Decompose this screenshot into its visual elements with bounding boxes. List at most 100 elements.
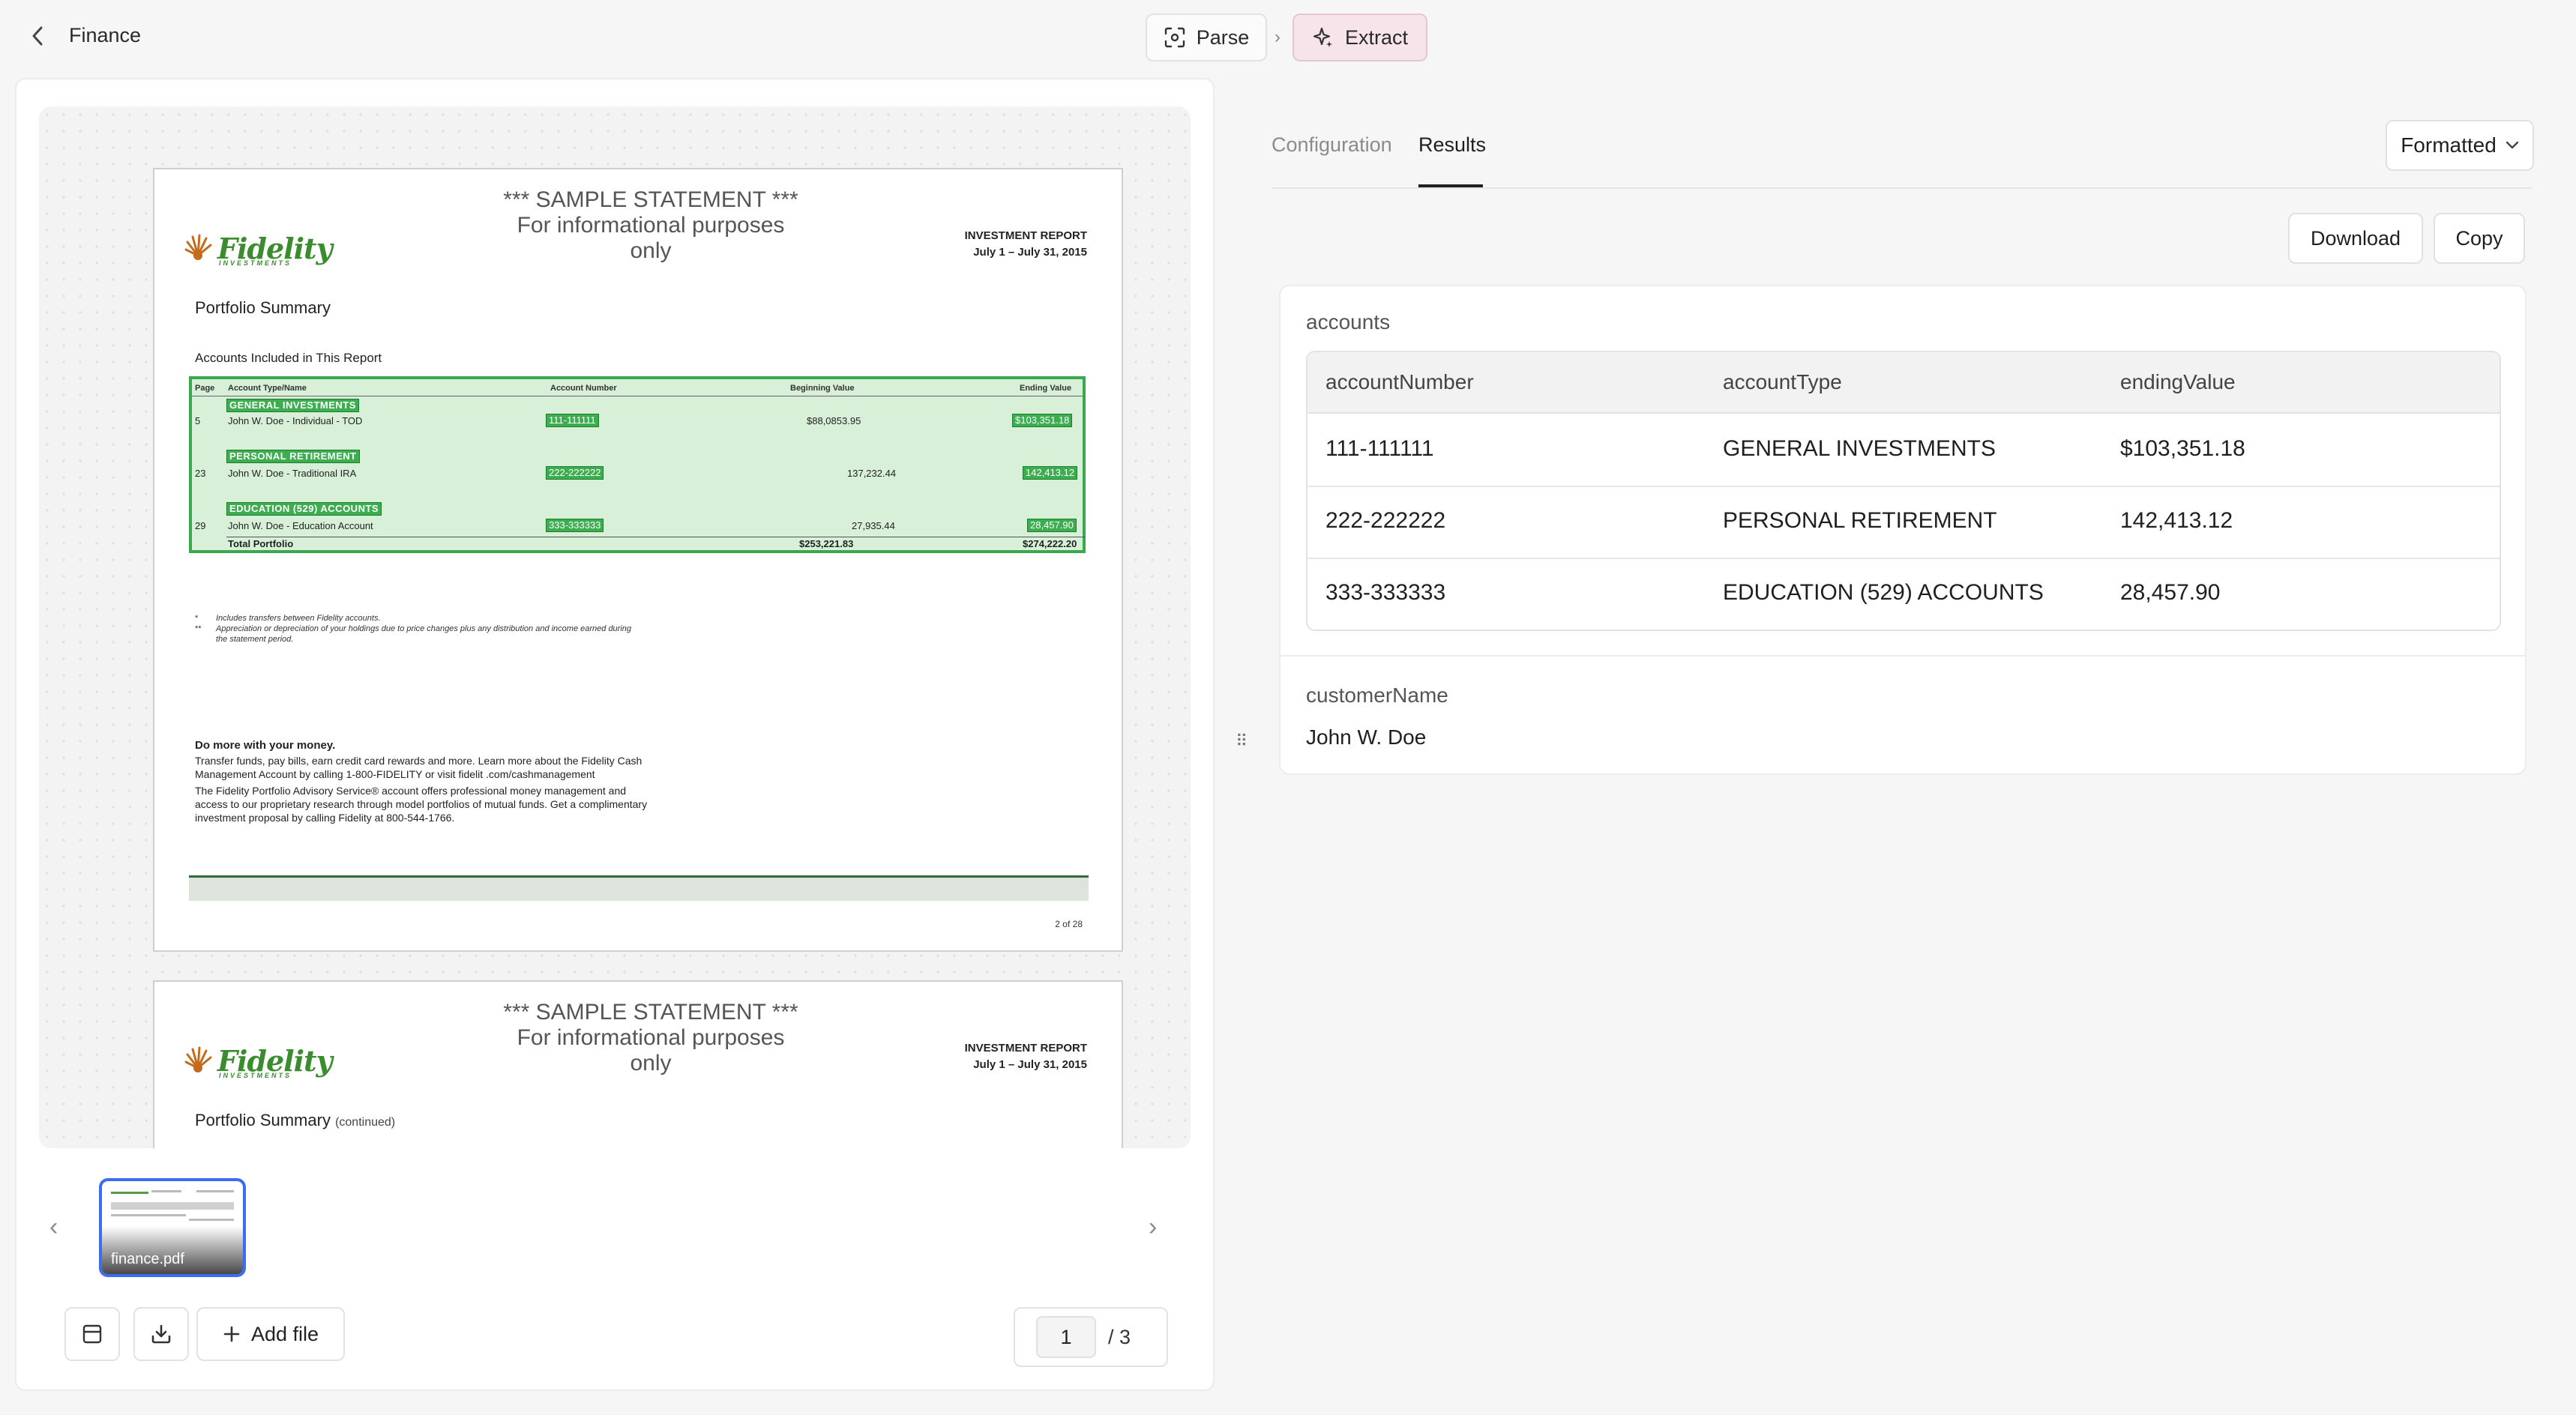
accounts-title: Accounts Included in This Report [195, 351, 382, 365]
column-header: accountType [1723, 370, 1842, 393]
table-row: 111-111111 GENERAL INVESTMENTS $103,351.… [1307, 415, 2500, 487]
footer-bar [189, 875, 1089, 901]
thumbnail-line [111, 1214, 186, 1216]
row-type-highlight: EDUCATION (529) ACCOUNTS [226, 502, 382, 516]
promo-paragraph-1: Transfer funds, pay bills, earn credit c… [195, 755, 643, 780]
chevron-down-icon [2506, 141, 2518, 149]
promo-block: Do more with your money. Transfer funds,… [195, 739, 660, 827]
row-end-highlight: 142,413.12 [1023, 466, 1078, 480]
document-page-2: *** SAMPLE STATEMENT *** For information… [153, 980, 1123, 1148]
footnote: ** Appreciation or depreciation of your … [195, 624, 636, 645]
cell-account-type: GENERAL INVESTMENTS [1723, 436, 1996, 461]
logo-subtext: INVESTMENTS [219, 259, 292, 267]
page-total: / 3 [1108, 1325, 1131, 1348]
footnote-text: Appreciation or depreciation of your hol… [216, 624, 632, 644]
report-period: July 1 – July 31, 2015 [973, 1058, 1087, 1071]
top-bar: Finance Parse › Extract [0, 0, 2576, 75]
row-number-highlight: 222-222222 [546, 466, 604, 480]
field-divider [1281, 655, 2525, 657]
row-end-highlight: 28,457.90 [1027, 519, 1077, 532]
panel-resize-handle[interactable]: ⠿ [1236, 731, 1248, 750]
row-name: John W. Doe - Traditional IRA [228, 468, 357, 479]
file-thumbnail[interactable]: finance.pdf [99, 1178, 246, 1277]
add-file-button[interactable]: Add file [196, 1307, 345, 1361]
total-end: $274,222.20 [1023, 538, 1077, 549]
row-page: 29 [195, 520, 206, 531]
row-page: 23 [195, 468, 206, 479]
table-header: accountNumber accountType endingValue [1307, 352, 2500, 414]
cell-account-type: EDUCATION (529) ACCOUNTS [1723, 580, 2044, 605]
layout-toggle-button[interactable] [64, 1307, 120, 1361]
download-icon [151, 1324, 171, 1344]
cell-account-number: 333-333333 [1325, 580, 1446, 605]
copy-results-button[interactable]: Copy [2434, 213, 2525, 264]
sample-line-2: For informational purposes only [517, 1025, 785, 1075]
sample-line-1: *** SAMPLE STATEMENT *** [503, 1000, 798, 1025]
fidelity-logo: Fidelity INVESTMENTS [183, 1042, 333, 1079]
document-viewer[interactable]: *** SAMPLE STATEMENT *** For information… [39, 106, 1191, 1148]
tab-configuration[interactable]: Configuration [1272, 133, 1392, 156]
row-name: John W. Doe - Individual - TOD [228, 415, 363, 426]
view-mode-dropdown[interactable]: Formatted [2386, 120, 2534, 171]
report-title: INVESTMENT REPORT [964, 1042, 1087, 1055]
thumbnail-line [189, 1219, 234, 1221]
scan-icon [1164, 27, 1185, 48]
accounts-field-label: accounts [1306, 310, 1391, 334]
breadcrumb: Finance [69, 24, 142, 46]
section-title: Portfolio Summary [195, 298, 331, 317]
results-card: accounts accountNumber accountType endin… [1279, 285, 2527, 775]
sample-banner: *** SAMPLE STATEMENT *** For information… [493, 1000, 808, 1076]
row-begin: $88,0853.95 [807, 415, 861, 426]
download-file-button[interactable] [133, 1307, 189, 1361]
sample-line-1: *** SAMPLE STATEMENT *** [503, 187, 798, 212]
back-button[interactable] [22, 21, 52, 51]
page-number-input[interactable] [1036, 1316, 1096, 1358]
results-tabs: Configuration Results [1272, 118, 2533, 189]
table-row: 222-222222 PERSONAL RETIREMENT 142,413.1… [1307, 487, 2500, 559]
logo-subtext: INVESTMENTS [219, 1072, 292, 1079]
thumbnail-overlay [102, 1226, 243, 1274]
row-begin: 27,935.44 [852, 520, 895, 531]
sample-line-2: For informational purposes only [517, 213, 785, 263]
report-header: INVESTMENT REPORT July 1 – July 31, 2015 [965, 228, 1087, 261]
thumbnail-next-button[interactable]: › [1149, 1213, 1158, 1241]
thumbnail-line [111, 1202, 234, 1210]
thumbnail-line [111, 1192, 148, 1194]
logo-text: Fidelity [217, 231, 333, 265]
total-begin: $253,221.83 [799, 538, 854, 549]
footnotes: * Includes transfers between Fidelity ac… [195, 613, 636, 645]
cell-ending-value: 28,457.90 [2120, 580, 2221, 605]
cell-account-type: PERSONAL RETIREMENT [1723, 508, 1997, 533]
footnote-symbol: ** [195, 624, 202, 633]
parse-step-button[interactable]: Parse [1146, 13, 1267, 61]
sunburst-icon [184, 1046, 212, 1072]
page-number: 2 of 28 [1055, 919, 1083, 929]
cell-account-number: 222-222222 [1325, 508, 1446, 533]
row-page: 5 [195, 415, 201, 426]
layout-icon [82, 1324, 102, 1344]
tab-results[interactable]: Results [1418, 133, 1487, 156]
section-title-suffix: (continued) [335, 1116, 396, 1129]
table-row: 333-333333 EDUCATION (529) ACCOUNTS 28,4… [1307, 559, 2500, 630]
accounts-table: accountNumber accountType endingValue 11… [1306, 351, 2501, 631]
col-end: Ending Value [1020, 384, 1072, 393]
report-period: July 1 – July 31, 2015 [973, 246, 1087, 259]
document-panel: *** SAMPLE STATEMENT *** For information… [15, 78, 1215, 1391]
extract-step-label: Extract [1344, 25, 1409, 49]
section-title: Portfolio Summary (continued) [195, 1111, 395, 1130]
row-begin: 137,232.44 [847, 468, 897, 479]
col-page: Page [195, 384, 215, 393]
column-header: endingValue [2120, 370, 2236, 393]
row-number-highlight: 111-111111 [546, 414, 599, 427]
row-name: John W. Doe - Education Account [228, 520, 373, 531]
thumbnail-prev-button[interactable]: ‹ [49, 1213, 58, 1241]
row-type-highlight: GENERAL INVESTMENTS [226, 399, 359, 412]
cell-ending-value: $103,351.18 [2120, 436, 2245, 461]
thumbnail-label: finance.pdf [111, 1251, 184, 1267]
download-results-button[interactable]: Download [2288, 213, 2423, 264]
sparkle-icon [1313, 27, 1332, 47]
customer-name-value: John W. Doe [1306, 725, 1427, 749]
cell-ending-value: 142,413.12 [2120, 508, 2233, 533]
col-number: Account Number [550, 384, 617, 393]
extract-step-button[interactable]: Extract [1292, 13, 1427, 61]
